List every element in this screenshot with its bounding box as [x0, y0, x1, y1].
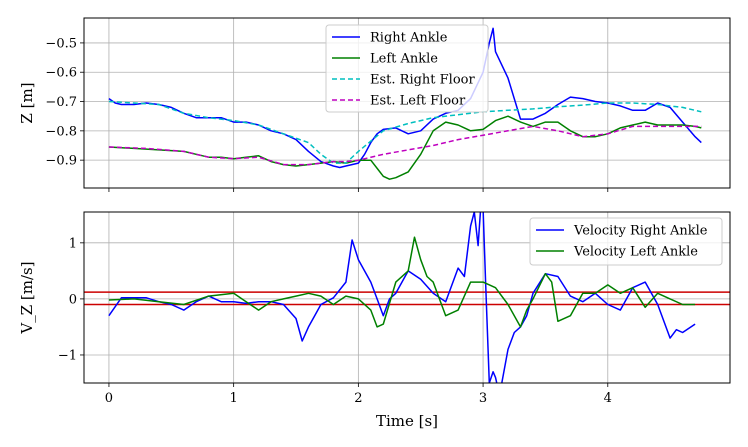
est-right-floor-line — [108, 100, 702, 164]
legend-label: Left Ankle — [370, 52, 438, 67]
legend-label: Velocity Left Ankle — [573, 245, 698, 260]
left-ankle-line — [108, 115, 702, 180]
x-tick-label: 3 — [479, 391, 487, 406]
y-tick-label: −0.8 — [45, 124, 77, 139]
velocity-left-ankle-line — [108, 236, 696, 328]
legend-label: Right Ankle — [370, 31, 448, 46]
bottom-legend: Velocity Right Ankle Velocity Left Ankle — [529, 217, 723, 266]
y-tick-label: 1 — [69, 236, 77, 251]
y-tick-label: −1 — [58, 348, 77, 363]
top-axes: −0.5 −0.6 −0.7 −0.8 −0.9 Z [m] Right Ankle Le… — [18, 17, 731, 192]
x-tick-label: 0 — [105, 391, 113, 406]
bottom-axes-frame — [83, 211, 731, 384]
legend-label: Velocity Right Ankle — [573, 224, 708, 239]
y-tick-label: −0.5 — [45, 36, 77, 51]
bottom-axes: 0 1 2 3 4 1 0 −1 V_Z [m/s] Time [s] Velocity Ri… — [18, 211, 731, 430]
bottom-series-group — [108, 212, 696, 383]
bottom-grid — [84, 212, 730, 383]
est-left-floor-line — [108, 125, 702, 166]
threshold-lines — [84, 291, 730, 306]
y-tick-label: −0.7 — [45, 95, 77, 110]
x-axis-label: Time [s] — [376, 412, 438, 430]
legend-label: Est. Left Floor — [370, 94, 466, 109]
legend-frame — [529, 217, 723, 266]
bottom-ticks: 0 1 2 3 4 1 0 −1 — [58, 236, 612, 406]
top-series-group — [108, 27, 702, 180]
legend-label: Est. Right Floor — [370, 73, 475, 88]
y-tick-label: 0 — [69, 292, 77, 307]
top-legend: Right Ankle Left Ankle Est. Right Floor Est… — [325, 24, 489, 113]
y-tick-label: −0.9 — [45, 154, 77, 169]
y-tick-label: −0.6 — [45, 66, 77, 81]
velocity-right-ankle-line — [108, 212, 696, 383]
legend-frame — [325, 24, 489, 113]
top-ticks: −0.5 −0.6 −0.7 −0.8 −0.9 — [45, 36, 609, 192]
bottom-y-axis-label: V_Z [m/s] — [18, 261, 36, 334]
x-tick-label: 4 — [604, 391, 612, 406]
x-tick-label: 2 — [354, 391, 362, 406]
x-tick-label: 1 — [230, 391, 238, 406]
top-y-axis-label: Z [m] — [18, 82, 36, 123]
top-axes-frame — [83, 17, 731, 189]
